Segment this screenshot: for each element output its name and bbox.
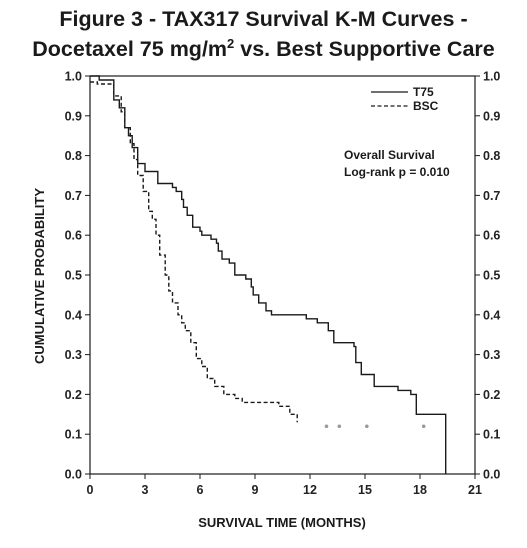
y-tick-right-label: 0.4 [483,308,500,322]
x-tick-label: 18 [413,483,427,497]
y-tick-right-label: 0.2 [483,388,500,402]
chart-title-line-2-prefix: Docetaxel 75 mg/m [32,37,228,61]
censor-mark [324,424,329,429]
censor-marks [324,424,426,429]
chart-title-line-2-suffix: vs. Best Supportive Care [234,37,495,61]
chart-title-line-1: Figure 3 - TAX317 Survival K-M Curves - [59,7,468,31]
x-axis-label: SURVIVAL TIME (MONTHS) [198,515,366,530]
chart-title: Figure 3 - TAX317 Survival K-M Curves - … [0,4,527,64]
y-axis-label: CUMULATIVE PROBABILITY [32,188,47,364]
censor-mark [337,424,342,429]
y-tick-right-label: 0.5 [483,269,500,283]
annotation-line-1: Overall Survival [344,148,435,162]
x-tick-label: 15 [358,483,372,497]
chart-title-line-2: Docetaxel 75 mg/m2 vs. Best Supportive C… [0,34,527,64]
y-tick-left-label: 0.9 [65,109,82,123]
x-tick-label: 6 [197,483,204,497]
y-tick-right-label: 0.1 [483,428,500,442]
legend: T75 BSC [371,85,439,113]
legend-label-bsc: BSC [413,99,439,113]
y-tick-right-label: 0.8 [483,149,500,163]
series-layer [90,75,447,474]
x-tick-label: 21 [468,483,482,497]
legend-label-t75: T75 [413,85,434,99]
y-tick-left-label: 0.6 [65,229,82,243]
x-tick-label: 3 [142,483,149,497]
y-tick-left-label: 0.7 [65,189,82,203]
y-axis-right: 0.0 0.1 0.2 0.3 0.4 0.5 0.6 0.7 0.8 0.9 1.0 [475,70,500,482]
y-axis-left: 0.0 0.1 0.2 0.3 0.4 0.5 0.6 0.7 0.8 0.9 1.0 [65,70,90,482]
y-tick-left-label: 0.1 [65,428,82,442]
y-tick-right-label: 0.9 [483,109,500,123]
censor-mark [421,424,426,429]
y-tick-left-label: 1.0 [65,70,82,84]
x-tick-label: 0 [87,483,94,497]
y-tick-left-label: 0.0 [65,468,82,482]
annotation-line-2: Log-rank p = 0.010 [344,165,450,179]
x-tick-label: 9 [252,483,259,497]
y-tick-left-label: 0.3 [65,348,82,362]
y-tick-right-label: 0.7 [483,189,500,203]
y-tick-right-label: 1.0 [483,70,500,84]
x-tick-label: 12 [303,483,317,497]
y-tick-left-label: 0.5 [65,269,82,283]
series-bsc-curve [90,81,298,423]
y-tick-left-label: 0.2 [65,388,82,402]
series-t75-curve [90,75,447,474]
y-tick-left-label: 0.4 [65,308,82,322]
x-axis: 0 3 6 9 12 15 18 21 [87,474,482,497]
censor-mark [365,424,369,429]
chart-title-superscript: 2 [227,36,235,51]
y-tick-right-label: 0.3 [483,348,500,362]
annotation: Overall Survival Log-rank p = 0.010 [344,148,450,179]
y-tick-right-label: 0.0 [483,468,500,482]
y-tick-right-label: 0.6 [483,229,500,243]
y-tick-left-label: 0.8 [65,149,82,163]
